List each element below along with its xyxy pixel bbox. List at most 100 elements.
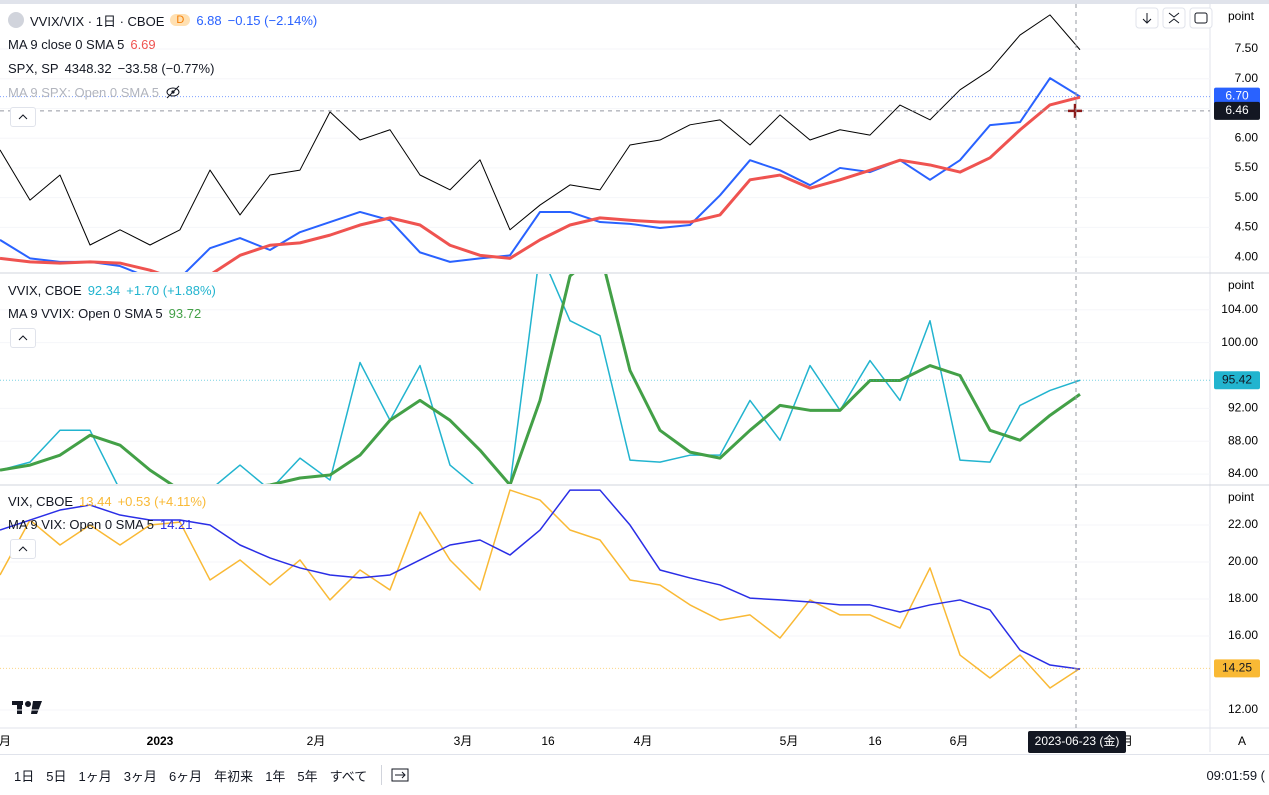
toolbar-button[interactable] (1189, 7, 1213, 29)
chevron-up (18, 114, 28, 120)
price-badge-label: 6.70 (1225, 89, 1249, 103)
price-badge-label: 14.25 (1222, 661, 1252, 675)
legend-change: −0.15 (−2.14%) (227, 12, 318, 28)
legend-value: 13.44 (79, 493, 112, 509)
series-line (0, 489, 1081, 670)
y-tick-label: 4.00 (1235, 249, 1259, 263)
series-line (0, 14, 1081, 246)
range-button[interactable]: 1日 (14, 768, 35, 784)
x-tick-label: 4月 (634, 734, 653, 748)
separator (381, 765, 383, 785)
crosshair-badge (1214, 101, 1260, 120)
chart: point4.004.505.005.506.006.507.007.506.7… (0, 0, 1269, 753)
top-strip (0, 0, 1269, 4)
date-range-button[interactable] (390, 766, 410, 784)
y-tick-label: 7.00 (1235, 71, 1259, 85)
x-tick-label: 2023 (147, 734, 174, 748)
interval-badge: D (170, 14, 191, 26)
collapse-button[interactable] (10, 539, 36, 559)
legend-label[interactable]: MA 9 VVIX: Open 0 SMA 5 (8, 305, 163, 321)
range-button[interactable]: 年初来 (214, 768, 254, 784)
legend-label[interactable]: VVIX, CBOE (8, 282, 82, 298)
legend-change: +0.53 (+4.11%) (117, 493, 207, 509)
tv-logo (12, 701, 42, 714)
y-tick-label: 84.00 (1228, 466, 1258, 480)
price-badge (1214, 371, 1260, 390)
x-tick-label: 月 (0, 734, 11, 748)
y-tick-label: 16.00 (1228, 628, 1258, 642)
y-tick-label: 7.50 (1235, 41, 1259, 55)
collapse-button[interactable] (10, 107, 36, 127)
legend-row: VIX, CBOE 13.44 +0.53 (+4.11%) (8, 491, 206, 511)
y-tick-label: 88.00 (1228, 433, 1258, 447)
y-tick-label: 4.50 (1235, 220, 1259, 234)
hidden-icon[interactable] (165, 85, 181, 99)
range-button[interactable]: すべて (329, 768, 368, 784)
chevron-up (18, 335, 28, 341)
axis-unit: point (1228, 278, 1255, 292)
legend-label[interactable]: MA 9 VIX: Open 0 SMA 5 (8, 516, 154, 532)
price-badge-label: 95.42 (1222, 372, 1252, 386)
legend-label[interactable]: VIX, CBOE (8, 493, 74, 509)
y-tick-label: 22.00 (1228, 517, 1258, 531)
legend-row: MA 9 close 0 SMA 5 6.69 (8, 34, 156, 54)
symbol-logo (8, 12, 24, 28)
price-badge (1214, 87, 1260, 106)
chevron-up (18, 546, 28, 552)
legend-value: 6.88 (196, 12, 222, 28)
bottom-toolbar: 1日 5日 1ヶ月 3ヶ月 6ヶ月 年初来 1年 5年 すべて 09:01:59 ( (0, 754, 1269, 795)
y-tick-label: 100.00 (1221, 335, 1258, 349)
price-badge (1214, 659, 1260, 678)
y-tick-label: 5.50 (1235, 160, 1259, 174)
date-range-icon (391, 768, 409, 782)
legend-change: −33.58 (−0.77%) (117, 60, 215, 76)
legend-label[interactable]: SPX, SP (8, 60, 59, 76)
legend-value: 6.69 (130, 36, 156, 52)
crosshair-badge-label: 6.46 (1225, 103, 1249, 117)
y-tick-label: 6.00 (1235, 130, 1259, 144)
range-button[interactable]: 5年 (297, 768, 318, 784)
range-button[interactable]: 1年 (265, 768, 286, 784)
cursor-date-label: 2023-06-23 (金) (1035, 733, 1120, 748)
legend-value: 93.72 (168, 305, 202, 321)
toolbar-button[interactable] (1162, 7, 1186, 29)
y-tick-label: 5.00 (1235, 190, 1259, 204)
y-tick-label: 92.00 (1228, 401, 1258, 415)
legend-value: 14.21 (159, 516, 193, 532)
legend-row: MA 9 VVIX: Open 0 SMA 5 93.72 (8, 303, 201, 323)
x-tick-label: 16 (868, 734, 882, 748)
series-group (0, 14, 1081, 272)
x-tick-label: 3月 (454, 734, 473, 748)
x-tick-label: 2月 (307, 734, 326, 748)
legend-row: MA 9 SPX: Open 0 SMA 5 (8, 82, 181, 102)
axis-unit: point (1228, 490, 1255, 504)
y-tick-label: 20.00 (1228, 554, 1258, 568)
y-tick-label: 18.00 (1228, 591, 1258, 605)
range-button[interactable]: 3ヶ月 (123, 768, 157, 784)
toolbar-button[interactable] (1135, 7, 1159, 29)
legend-change: +1.70 (+1.88%) (126, 282, 216, 298)
x-tick-label: 5月 (780, 734, 799, 748)
crosshair-marker (1068, 103, 1082, 118)
range-button[interactable]: 6ヶ月 (168, 768, 203, 784)
legend-value: 4348.32 (64, 60, 112, 76)
x-tick-label: 16 (541, 734, 555, 748)
legend-row: MA 9 VIX: Open 0 SMA 5 14.21 (8, 514, 193, 534)
series-group (0, 489, 1081, 689)
cursor-date-badge (1028, 731, 1126, 753)
clock: 09:01:59 ( (1206, 767, 1265, 783)
legend-label[interactable]: MA 9 SPX: Open 0 SMA 5 (8, 84, 160, 100)
x-tick-label: 6月 (950, 734, 969, 748)
range-button[interactable]: 1ヶ月 (78, 768, 112, 784)
collapse-button[interactable] (10, 328, 36, 348)
series-line (0, 489, 1081, 689)
legend-label[interactable]: MA 9 close 0 SMA 5 (8, 36, 125, 52)
legend-label[interactable]: VVIX/VIX · 1日 · CBOE (30, 13, 165, 29)
legend-row: VVIX, CBOE 92.34 +1.70 (+1.88%) (8, 280, 216, 300)
scale-mode-button[interactable]: A (1238, 734, 1246, 748)
legend-row: VVIX/VIX · 1日 · CBOE D 6.88 −0.15 (−2.14%) (8, 10, 317, 30)
y-tick-label: 104.00 (1221, 302, 1258, 316)
range-button[interactable]: 5日 (46, 768, 67, 784)
axis-unit: point (1228, 9, 1255, 23)
